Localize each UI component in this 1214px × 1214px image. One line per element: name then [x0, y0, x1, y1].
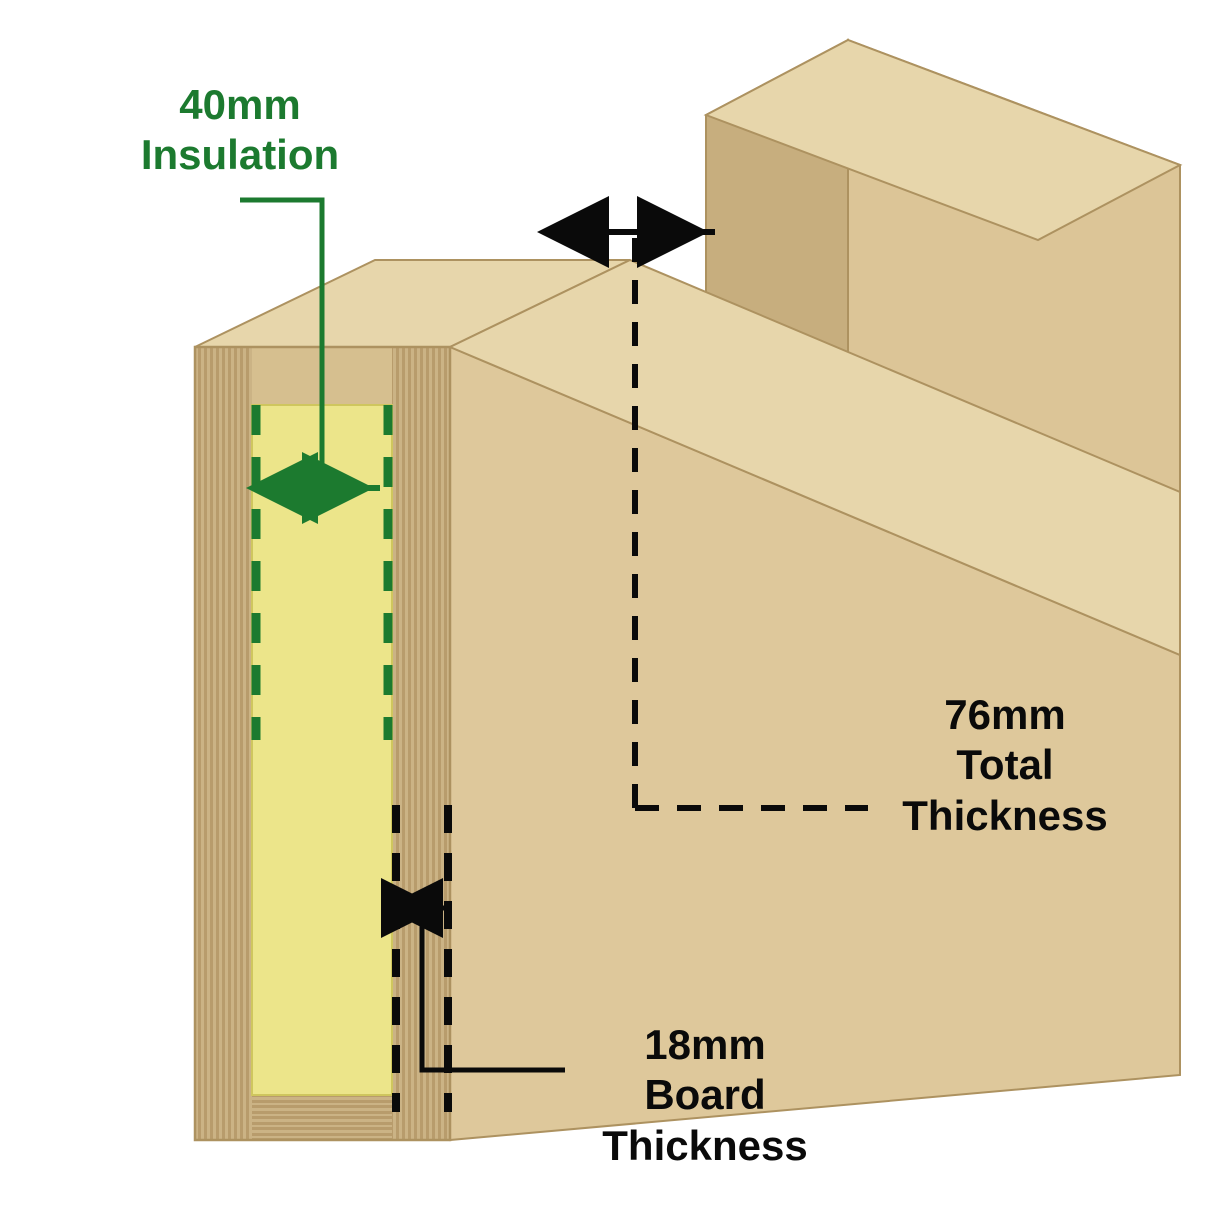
board-label-line1: 18mm	[575, 1020, 835, 1070]
board-thickness-label: 18mm Board Thickness	[575, 1020, 835, 1171]
board-label-line3: Thickness	[575, 1121, 835, 1171]
total-label-line3: Thickness	[875, 791, 1135, 841]
total-label-line2: Total	[875, 740, 1135, 790]
insulation-label-line2: Insulation	[110, 130, 370, 180]
board-label-line2: Board	[575, 1070, 835, 1120]
insulation-label: 40mm Insulation	[110, 80, 370, 181]
total-label-line1: 76mm	[875, 690, 1135, 740]
total-thickness-label: 76mm Total Thickness	[875, 690, 1135, 841]
insulation-core	[252, 405, 392, 1095]
insulation-label-line1: 40mm	[110, 80, 370, 130]
